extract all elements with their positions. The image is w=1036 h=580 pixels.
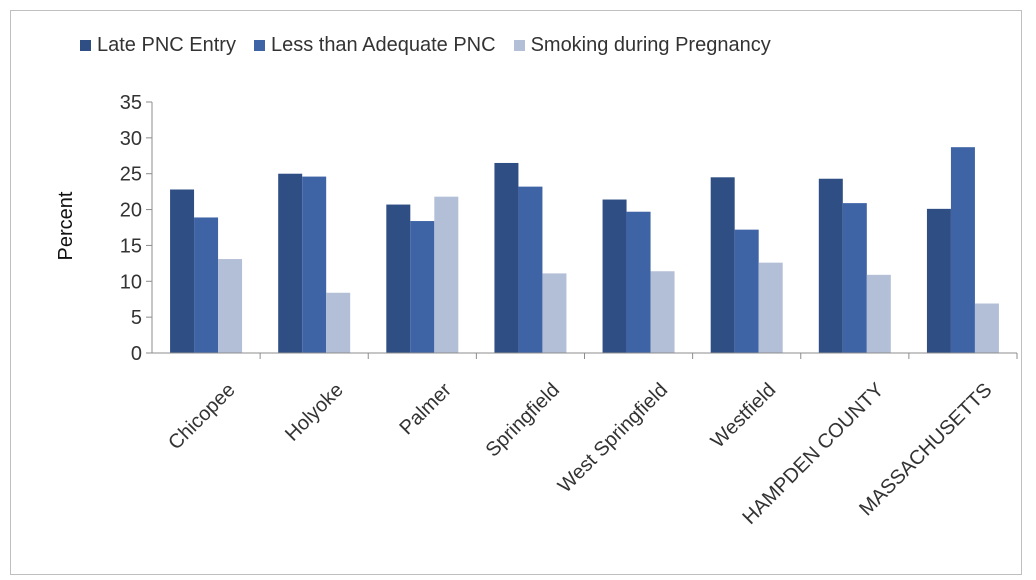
bar-less-than-adequate-pnc-westfield	[734, 229, 759, 353]
bar-less-than-adequate-pnc-holyoke	[302, 176, 327, 353]
bar-late-pnc-entry-chicopee	[170, 189, 195, 353]
y-tick-label: 30	[120, 128, 142, 150]
bar-smoking-during-pregnancy-chicopee	[218, 259, 243, 353]
legend-swatch-less-than-adequate-pnc	[253, 39, 265, 51]
y-tick-label: 20	[120, 200, 142, 222]
y-tick-label: 0	[131, 343, 142, 365]
y-tick-label: 15	[120, 235, 142, 257]
y-axis-title: Percent	[55, 191, 77, 260]
bar-smoking-during-pregnancy-palmer	[434, 196, 459, 353]
y-tick-label: 35	[120, 92, 142, 114]
bar-late-pnc-entry-palmer	[386, 204, 411, 353]
x-tick-label-springfield: Springfield	[482, 379, 564, 461]
bar-late-pnc-entry-springfield	[494, 162, 519, 353]
x-tick-label-westfield: Westfield	[707, 379, 780, 452]
legend-label-late-pnc-entry: Late PNC Entry	[97, 33, 236, 56]
x-tick-label-west-springfield: West Springfield	[554, 379, 672, 497]
y-tick-label: 5	[131, 307, 142, 329]
bar-late-pnc-entry-west-springfield	[602, 199, 627, 353]
bar-smoking-during-pregnancy-west-springfield	[650, 271, 675, 353]
x-tick-label-palmer: Palmer	[395, 379, 456, 440]
bar-late-pnc-entry-westfield	[710, 177, 735, 353]
legend-swatch-late-pnc-entry	[80, 39, 91, 51]
bar-smoking-during-pregnancy-holyoke	[326, 292, 351, 353]
bar-less-than-adequate-pnc-west-springfield	[626, 211, 651, 353]
bar-less-than-adequate-pnc-massachusetts	[950, 147, 975, 353]
legend-item-smoking-during-pregnancy: Smoking during Pregnancy	[513, 33, 771, 57]
bar-less-than-adequate-pnc-palmer	[410, 221, 435, 353]
bar-late-pnc-entry-massachusetts	[926, 208, 951, 353]
bar-late-pnc-entry-hampden-county	[818, 178, 843, 353]
x-tick-label-chicopee: Chicopee	[164, 379, 239, 454]
bar-smoking-during-pregnancy-hampden-county	[866, 274, 891, 353]
legend-swatch-smoking-during-pregnancy	[513, 39, 525, 51]
chart-legend: Late PNC Entry Less than Adequate PNC Sm…	[80, 30, 779, 60]
y-tick-label: 25	[120, 164, 142, 186]
bar-late-pnc-entry-holyoke	[278, 173, 303, 353]
y-tick-label: 10	[120, 271, 142, 293]
legend-item-late-pnc-entry: Late PNC Entry	[80, 34, 236, 57]
bar-less-than-adequate-pnc-chicopee	[194, 217, 219, 353]
bar-smoking-during-pregnancy-westfield	[758, 262, 783, 353]
plot-area: 0 5 10 15 20 25 30 35 Chicopee Holyoke Palmer Sprin…	[120, 92, 1018, 529]
legend-item-less-than-adequate-pnc: Less than Adequate PNC	[253, 33, 496, 57]
bar-smoking-during-pregnancy-springfield	[542, 273, 567, 353]
legend-label-less-than-adequate-pnc: Less than Adequate PNC	[270, 33, 496, 56]
bar-smoking-during-pregnancy-massachusetts	[974, 303, 999, 353]
bar-less-than-adequate-pnc-hampden-county	[842, 203, 867, 353]
bar-less-than-adequate-pnc-springfield	[518, 186, 543, 353]
legend-label-smoking-during-pregnancy: Smoking during Pregnancy	[530, 33, 771, 56]
x-tick-label-holyoke: Holyoke	[281, 379, 348, 446]
